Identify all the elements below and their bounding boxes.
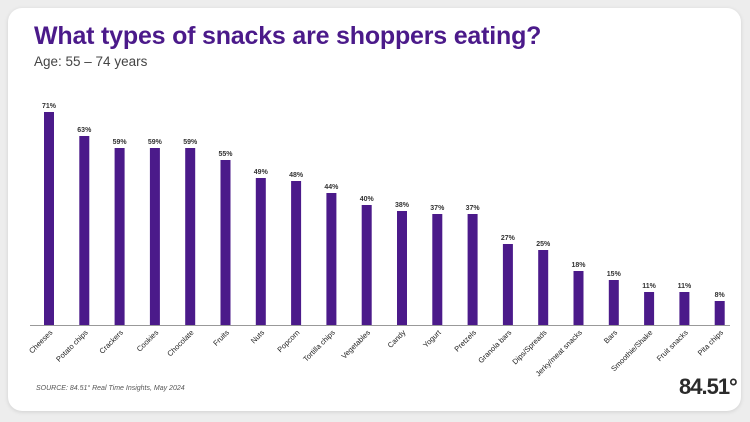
data-label-fruit-snacks: 11% [678, 283, 692, 290]
tick-label-potato-chips: Potato chips [54, 328, 90, 364]
bar-cheeses [44, 112, 54, 325]
bar-smoothie-shake [644, 292, 655, 325]
bar-yogurt [432, 214, 443, 325]
chart-card: What types of snacks are shoppers eating… [8, 8, 741, 411]
bar-pita-chips [714, 301, 725, 325]
bar-jerky-meat-snacks [573, 271, 584, 325]
data-label-crackers: 59% [113, 139, 128, 146]
data-label-pita-chips: 8% [715, 292, 726, 299]
data-label-granola-bars: 27% [501, 235, 516, 242]
bar-popcorn [291, 181, 302, 325]
tick-label-candy: Candy [386, 328, 408, 350]
chart-title: What types of snacks are shoppers eating… [34, 22, 542, 50]
data-label-vegetables: 40% [360, 196, 375, 203]
tick-label-yogurt: Yogurt [421, 327, 443, 349]
data-label-smoothie-shake: 11% [642, 283, 656, 290]
tick-label-tortilla-chips: Tortilla chips [301, 328, 337, 364]
tick-label-pretzels: Pretzels [452, 328, 478, 354]
brand-logo: 84.51° [679, 374, 738, 399]
data-label-cookies: 59% [148, 139, 163, 146]
bar-crackers [114, 148, 125, 325]
bar-cookies [149, 148, 160, 325]
bar-dips-spreads [538, 250, 549, 325]
bar-fruit-snacks [679, 292, 690, 325]
tick-label-nuts: Nuts [249, 328, 266, 345]
data-label-potato-chips: 63% [77, 127, 92, 134]
tick-label-cheeses: Cheeses [27, 328, 54, 355]
data-label-bars: 15% [607, 271, 622, 278]
tick-label-chocolate: Chocolate [165, 328, 195, 358]
tick-label-granola-bars: Granola bars [476, 328, 513, 365]
chart-subtitle: Age: 55 – 74 years [34, 54, 148, 69]
tick-label-dips-spreads: Dips/Spreads [510, 328, 548, 366]
tick-label-crackers: Crackers [97, 328, 125, 356]
bar-potato-chips [79, 136, 90, 325]
data-label-chocolate: 59% [183, 139, 198, 146]
bar-candy [397, 211, 407, 325]
data-label-popcorn: 48% [289, 172, 304, 179]
data-label-yogurt: 37% [430, 205, 445, 212]
data-label-pretzels: 37% [466, 205, 481, 212]
bar-nuts [255, 178, 266, 325]
data-label-fruits: 55% [218, 151, 233, 158]
bar-bars [608, 280, 619, 325]
data-label-nuts: 49% [254, 169, 269, 176]
data-label-cheeses: 71% [42, 103, 57, 110]
source-note: SOURCE: 84.51° Real Time Insights, May 2… [36, 385, 185, 392]
data-label-candy: 38% [395, 202, 410, 209]
bar-fruits [220, 160, 231, 325]
data-label-tortilla-chips: 44% [324, 184, 339, 191]
bar-chart: 71% Cheeses 63% Potato chips 59% Crackers 59% C… [27, 103, 730, 378]
data-label-jerky-meat-snacks: 18% [571, 262, 586, 269]
bar-granola-bars [502, 244, 513, 325]
tick-label-cookies: Cookies [135, 328, 161, 354]
bar-tortilla-chips [326, 193, 337, 325]
data-label-dips-spreads: 25% [536, 241, 551, 248]
bar-vegetables [361, 205, 372, 325]
tick-label-bars: Bars [602, 328, 619, 345]
tick-label-fruits: Fruits [211, 328, 231, 348]
tick-label-fruit-snacks: Fruit snacks [655, 328, 690, 363]
bar-chocolate [185, 148, 196, 325]
tick-label-popcorn: Popcorn [275, 328, 301, 354]
bar-pretzels [467, 214, 478, 325]
tick-label-vegetables: Vegetables [339, 328, 372, 361]
tick-label-pita-chips: Pita chips [696, 328, 726, 358]
